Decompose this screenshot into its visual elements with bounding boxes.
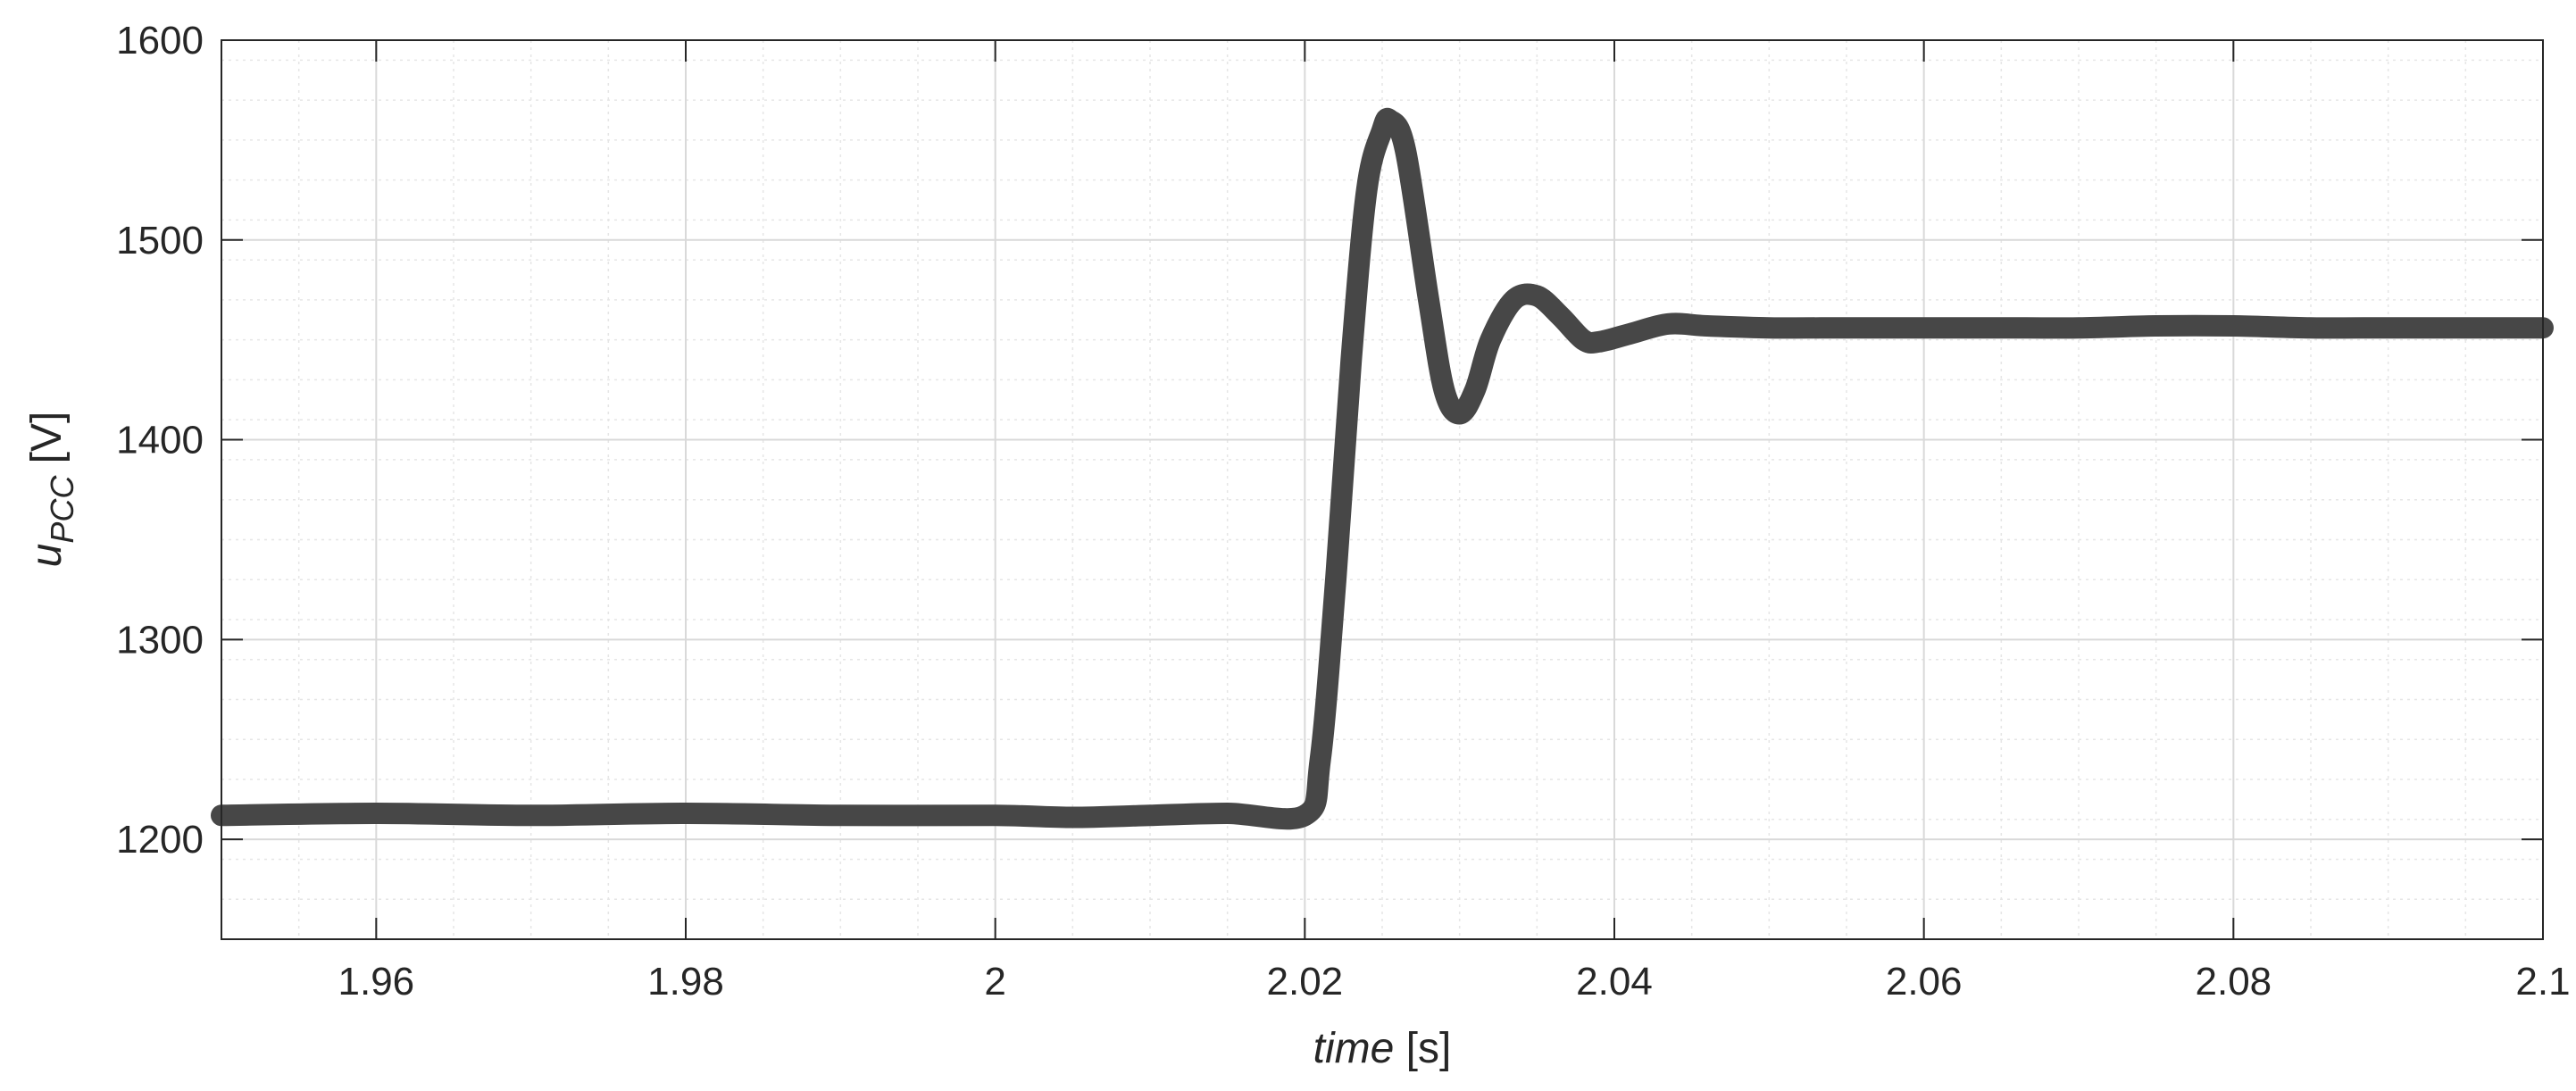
x-tick-label: 2.06 <box>1886 960 1963 1004</box>
y-axis-label-base: u <box>23 544 71 568</box>
y-tick-label: 1300 <box>116 618 204 662</box>
x-axis-label-italic: time <box>1313 1025 1395 1072</box>
x-tick-label: 1.98 <box>647 960 724 1004</box>
y-tick-label: 1400 <box>116 419 204 462</box>
y-axis-label-subscript: PCC <box>44 475 80 544</box>
y-tick-label: 1600 <box>116 19 204 62</box>
x-tick-labels: 1.96 1.98 2 2.02 2.04 2.06 2.08 2.1 <box>338 960 2571 1004</box>
y-tick-label: 1500 <box>116 219 204 262</box>
x-tick-label: 2.1 <box>2515 960 2570 1004</box>
plot-frame <box>221 39 2544 940</box>
y-axis-label: uPCC [V] <box>23 412 80 568</box>
series-line <box>211 107 2554 830</box>
x-tick-label: 2.02 <box>1267 960 1344 1004</box>
x-tick-label: 2 <box>984 960 1005 1004</box>
plot-background <box>221 40 2543 939</box>
x-tick-label: 2.08 <box>2196 960 2272 1004</box>
x-axis-label: time [s] <box>1313 1025 1452 1072</box>
y-axis-label-unit: [V] <box>23 412 71 476</box>
x-tick-label: 2.04 <box>1576 960 1653 1004</box>
x-axis-label-unit: [s] <box>1394 1025 1451 1072</box>
tick-marks <box>221 39 2544 939</box>
y-tick-label: 1200 <box>116 818 204 862</box>
series-layer <box>211 107 2554 830</box>
x-tick-label: 1.96 <box>338 960 415 1004</box>
y-tick-labels: 1200 1300 1400 1500 1600 <box>116 19 204 862</box>
